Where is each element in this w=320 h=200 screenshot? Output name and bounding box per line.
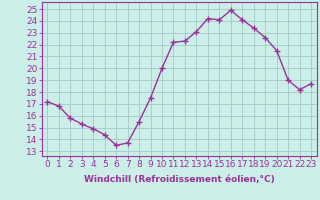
X-axis label: Windchill (Refroidissement éolien,°C): Windchill (Refroidissement éolien,°C) (84, 175, 275, 184)
